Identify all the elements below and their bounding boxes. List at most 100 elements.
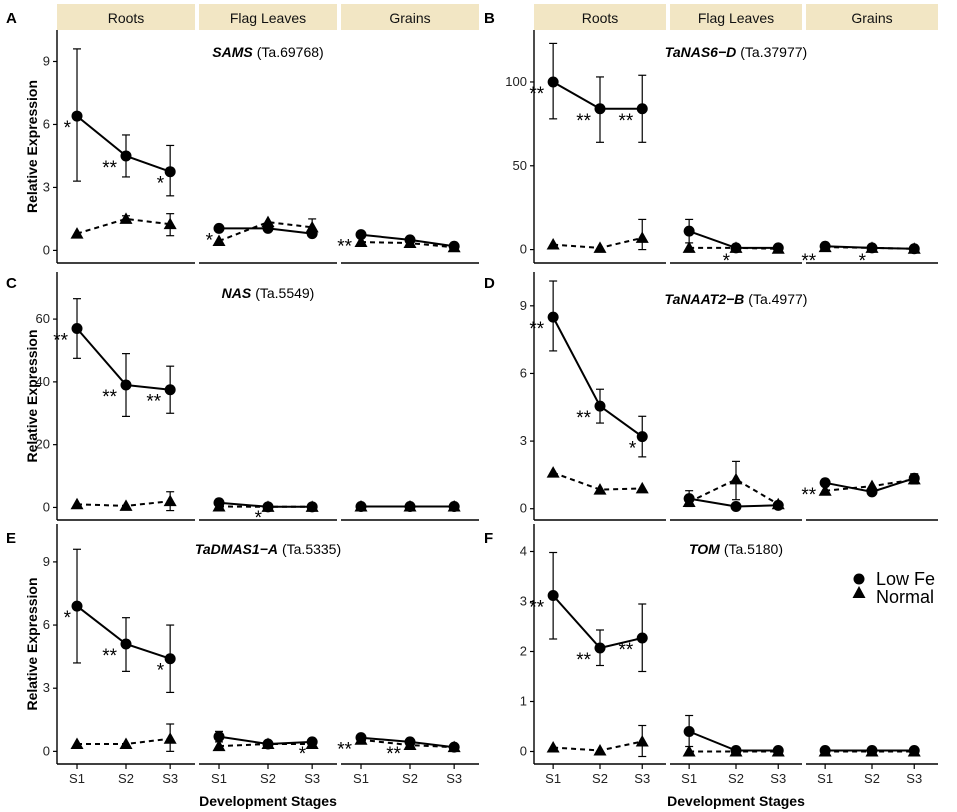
significance-stars: ** bbox=[618, 111, 633, 132]
y-tick-label: 6 bbox=[520, 365, 527, 380]
y-axis-title: Relative Expression bbox=[24, 329, 40, 462]
low-fe-point bbox=[547, 590, 559, 601]
low-fe-point bbox=[594, 400, 606, 412]
normal-point bbox=[119, 499, 133, 511]
normal-point bbox=[635, 735, 649, 747]
low-fe-point bbox=[772, 499, 784, 511]
significance-stars: * bbox=[64, 118, 72, 139]
legend-normal-marker bbox=[852, 586, 866, 598]
panel-letter: B bbox=[484, 10, 495, 27]
low-fe-point bbox=[306, 501, 318, 513]
x-axis-title: Development Stages bbox=[667, 793, 805, 809]
y-tick-label: 60 bbox=[36, 311, 50, 326]
y-tick-label: 6 bbox=[43, 617, 50, 632]
y-tick-label: 0 bbox=[43, 499, 50, 514]
gene-name: TaNAAT2−B bbox=[665, 291, 745, 307]
low-fe-point bbox=[120, 379, 132, 391]
low-fe-point bbox=[866, 745, 878, 756]
y-tick-label: 1 bbox=[520, 694, 527, 709]
y-tick-label: 0 bbox=[520, 744, 527, 759]
significance-stars: * bbox=[206, 230, 214, 251]
significance-stars: * bbox=[64, 608, 72, 629]
y-tick-label: 3 bbox=[520, 433, 527, 448]
gene-id: (Ta.5335) bbox=[282, 541, 341, 557]
low-fe-point bbox=[772, 745, 784, 756]
normal-point bbox=[163, 494, 177, 507]
legend-low-fe-label: Low Fe bbox=[876, 569, 935, 589]
significance-stars: * bbox=[299, 744, 307, 765]
facet-strip bbox=[199, 4, 337, 30]
x-tick-label: S1 bbox=[681, 771, 697, 786]
low-fe-point bbox=[683, 493, 695, 505]
panel-letter: A bbox=[6, 10, 17, 27]
y-tick-label: 0 bbox=[43, 743, 50, 758]
low-fe-point bbox=[819, 745, 831, 756]
y-tick-label: 6 bbox=[43, 116, 50, 131]
low-fe-point bbox=[730, 500, 742, 512]
significance-stars: ** bbox=[529, 598, 544, 619]
normal-point bbox=[212, 234, 226, 246]
significance-stars: ** bbox=[529, 84, 544, 105]
y-tick-label: 3 bbox=[43, 179, 50, 194]
legend-normal-label: Normal bbox=[876, 587, 934, 607]
normal-point bbox=[70, 227, 84, 239]
normal-point bbox=[546, 741, 560, 753]
facet-strip-label: Roots bbox=[108, 10, 145, 26]
significance-stars: * bbox=[255, 508, 263, 529]
y-tick-label: 3 bbox=[520, 594, 527, 609]
y-tick-label: 20 bbox=[36, 437, 50, 452]
x-tick-label: S1 bbox=[817, 771, 833, 786]
low-fe-point bbox=[355, 501, 367, 513]
normal-point bbox=[163, 732, 177, 744]
low-fe-point bbox=[164, 384, 176, 396]
gene-id: (Ta.4977) bbox=[748, 291, 807, 307]
significance-stars: ** bbox=[386, 744, 401, 765]
low-fe-point bbox=[683, 726, 695, 737]
facet-strip-label: Grains bbox=[389, 10, 430, 26]
significance-stars: ** bbox=[801, 251, 816, 272]
y-tick-label: 50 bbox=[513, 158, 527, 173]
gene-name: NAS bbox=[222, 285, 252, 301]
low-fe-point bbox=[404, 501, 416, 513]
normal-point bbox=[70, 737, 84, 749]
low-fe-line bbox=[76, 115, 171, 173]
normal-line bbox=[552, 471, 643, 491]
gene-id: (Ta.5180) bbox=[724, 541, 783, 557]
low-fe-point bbox=[120, 638, 132, 650]
x-tick-label: S1 bbox=[353, 771, 369, 786]
gene-id: (Ta.69768) bbox=[257, 44, 324, 60]
y-tick-label: 9 bbox=[43, 554, 50, 569]
low-fe-point bbox=[164, 166, 176, 178]
low-fe-point bbox=[262, 222, 274, 234]
facet-strip-label: Grains bbox=[851, 10, 892, 26]
low-fe-point bbox=[636, 431, 648, 443]
x-tick-label: S2 bbox=[728, 771, 744, 786]
panel-title: TaDMAS1−A (Ta.5335) bbox=[195, 541, 341, 557]
x-tick-label: S2 bbox=[864, 771, 880, 786]
low-fe-point bbox=[819, 477, 831, 489]
panel-title: TaNAS6−D (Ta.37977) bbox=[665, 44, 807, 60]
y-tick-label: 0 bbox=[520, 242, 527, 257]
low-fe-point bbox=[355, 229, 367, 241]
gene-name: TOM bbox=[689, 541, 720, 557]
low-fe-point bbox=[636, 103, 648, 115]
facet-strip bbox=[57, 4, 195, 30]
normal-point bbox=[682, 241, 696, 253]
low-fe-point bbox=[213, 497, 225, 509]
low-fe-point bbox=[594, 103, 606, 115]
low-fe-point bbox=[306, 736, 318, 748]
normal-point bbox=[546, 466, 560, 478]
low-fe-point bbox=[213, 222, 225, 234]
significance-stars: ** bbox=[618, 640, 633, 661]
gene-name: SAMS bbox=[212, 44, 253, 60]
normal-point bbox=[593, 483, 607, 495]
low-fe-point bbox=[448, 240, 460, 252]
facet-strip bbox=[806, 4, 938, 30]
facet-strip-label: Flag Leaves bbox=[230, 10, 306, 26]
low-fe-point bbox=[164, 653, 176, 665]
facet-strip bbox=[670, 4, 802, 30]
low-fe-point bbox=[213, 731, 225, 743]
y-tick-label: 0 bbox=[520, 501, 527, 516]
panel-letter: E bbox=[6, 530, 16, 547]
panel-letter: C bbox=[6, 275, 17, 292]
